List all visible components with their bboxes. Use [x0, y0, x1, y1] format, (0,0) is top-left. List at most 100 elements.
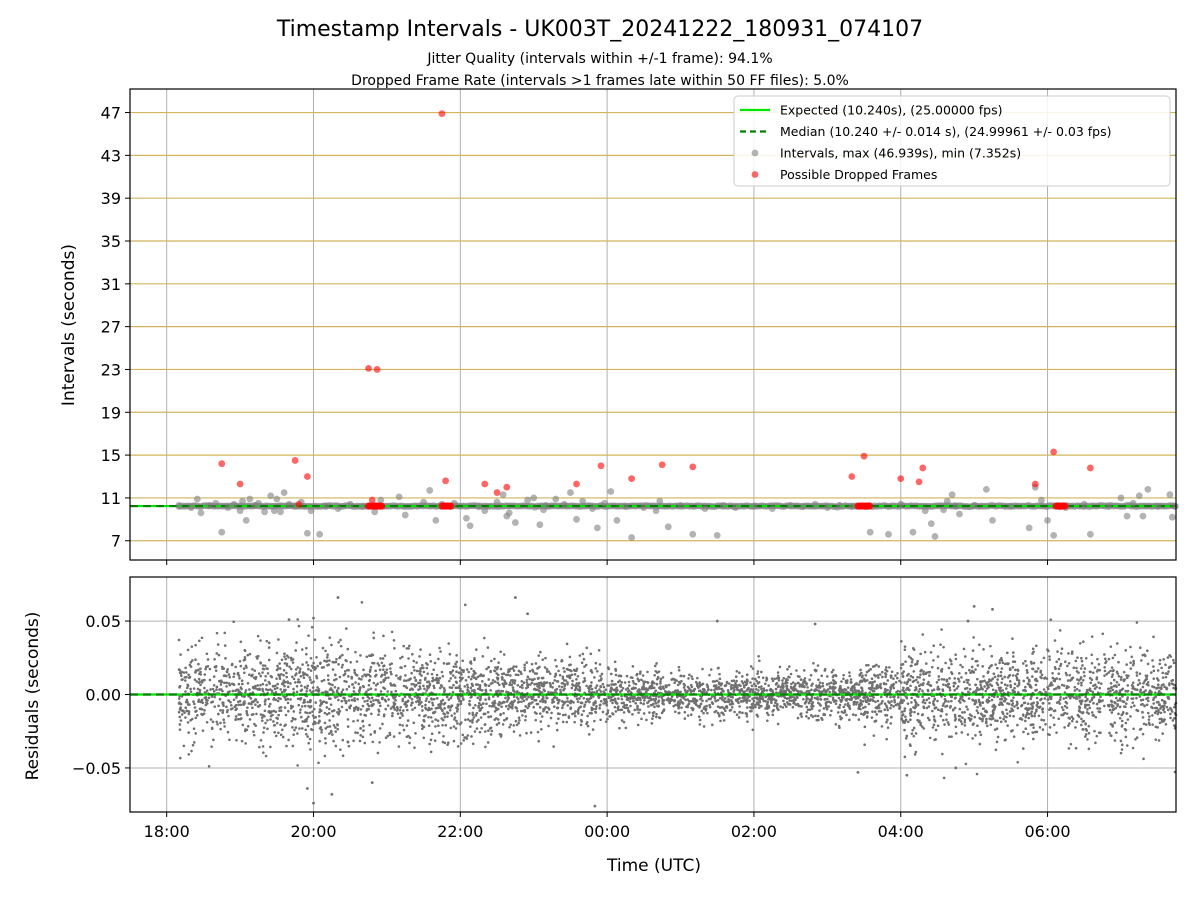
residual-point	[422, 736, 426, 740]
residual-point	[835, 699, 838, 703]
residual-point	[480, 706, 484, 709]
residual-point	[800, 715, 803, 718]
residual-point	[355, 660, 359, 663]
interval-point	[255, 499, 262, 507]
residual-point	[420, 674, 423, 677]
interval-point	[560, 500, 568, 508]
interval-point	[371, 508, 379, 516]
residual-point	[455, 710, 459, 713]
interval-point	[322, 503, 330, 510]
residual-point	[1124, 721, 1128, 725]
residual-point	[925, 698, 928, 702]
residual-point	[441, 740, 445, 744]
residual-point	[403, 695, 407, 699]
residual-point	[203, 696, 207, 700]
residual-point	[552, 691, 556, 694]
residual-point	[910, 732, 914, 735]
dropped-frame-point	[442, 477, 450, 485]
residual-point	[223, 674, 227, 677]
residual-point	[387, 676, 390, 679]
residual-point	[911, 680, 915, 684]
residual-point	[560, 659, 563, 663]
residual-point	[472, 673, 475, 676]
residual-point	[514, 673, 518, 677]
chart-legend: Expected (10.240s), (25.00000 fps)Median…	[733, 95, 1171, 187]
residual-point	[469, 725, 472, 728]
residual-point	[659, 679, 662, 683]
residual-point	[738, 671, 741, 675]
residual-point	[816, 664, 820, 667]
residual-point	[681, 702, 685, 705]
residual-point	[490, 729, 494, 733]
residual-point	[371, 740, 375, 744]
residual-point	[206, 658, 210, 661]
residual-point	[361, 675, 364, 678]
residual-point	[197, 700, 200, 703]
residual-point	[268, 702, 272, 706]
residual-point	[477, 704, 480, 708]
residual-point	[467, 670, 470, 674]
residual-point	[520, 700, 523, 704]
residual-point	[903, 645, 907, 648]
residual-point	[294, 668, 298, 671]
residual-point	[856, 689, 859, 693]
residual-point	[209, 718, 213, 721]
residual-point	[759, 697, 762, 700]
residual-point	[760, 704, 763, 708]
residual-point	[1116, 699, 1120, 702]
residual-point	[557, 685, 561, 688]
residual-point	[921, 713, 925, 716]
residual-point	[252, 733, 256, 737]
residual-point	[667, 683, 671, 687]
interval-point	[346, 500, 354, 508]
residual-point	[674, 703, 677, 707]
residual-point	[377, 708, 380, 712]
residual-point	[326, 653, 329, 657]
residual-point	[472, 676, 476, 679]
residual-point	[948, 658, 952, 661]
residual-point	[1151, 714, 1154, 717]
residual-point	[231, 662, 234, 666]
residual-point	[945, 704, 949, 708]
residual-point	[294, 649, 297, 652]
residual-point	[292, 687, 295, 691]
residual-point	[478, 685, 482, 689]
residual-point	[942, 645, 945, 649]
residual-point	[312, 722, 315, 726]
residual-point	[468, 719, 472, 723]
residual-point	[368, 723, 371, 727]
residual-point	[246, 653, 250, 657]
residual-point	[466, 683, 469, 687]
residual-point	[1059, 696, 1062, 699]
residual-point	[794, 682, 797, 686]
residual-point	[734, 681, 737, 685]
residual-point	[709, 668, 713, 671]
residual-point	[889, 706, 892, 710]
residual-point	[1053, 639, 1057, 642]
residual-point	[555, 687, 559, 691]
residual-point	[569, 706, 573, 709]
residual-point	[397, 745, 401, 748]
residual-point	[471, 742, 475, 746]
residual-point	[725, 705, 728, 708]
residual-point	[818, 681, 822, 684]
residual-point	[907, 678, 911, 681]
residual-point	[369, 687, 373, 690]
residual-point	[699, 696, 703, 700]
residual-point	[807, 689, 811, 693]
residual-point	[431, 720, 434, 723]
residual-point	[356, 719, 360, 722]
residual-point	[604, 720, 608, 723]
residual-point	[555, 665, 558, 668]
residual-point	[464, 679, 468, 682]
residual-point	[961, 695, 964, 699]
residual-point	[428, 682, 432, 686]
residual-point	[384, 707, 387, 711]
residual-point	[486, 741, 490, 744]
residual-point	[339, 748, 342, 751]
dropped-frame-point	[503, 483, 511, 491]
residual-point	[182, 671, 186, 674]
residual-point	[1163, 685, 1166, 689]
residual-point	[357, 677, 361, 680]
residual-point	[688, 673, 691, 677]
